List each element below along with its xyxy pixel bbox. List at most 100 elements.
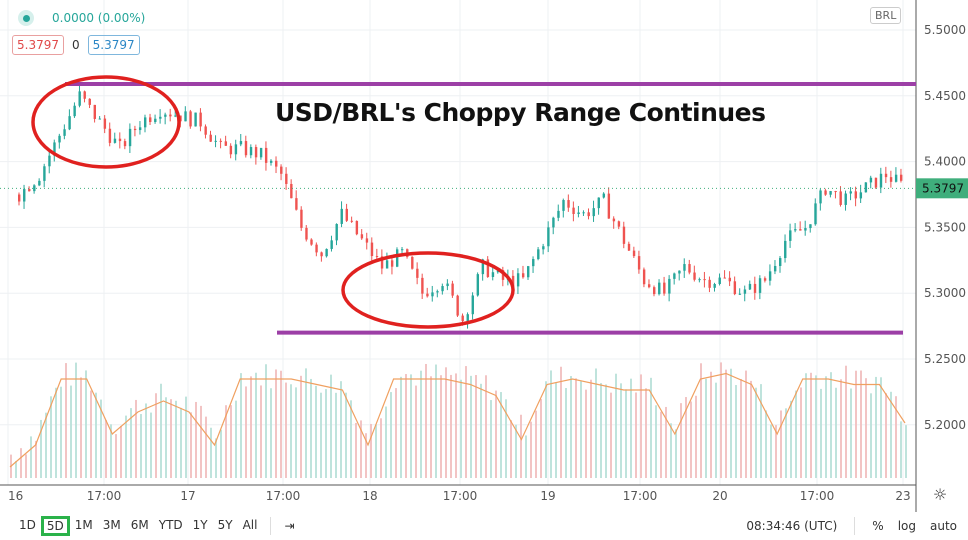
candle bbox=[516, 273, 520, 287]
candle bbox=[244, 141, 248, 156]
candle bbox=[748, 283, 752, 290]
volume-bar bbox=[855, 370, 857, 478]
volume-bar bbox=[60, 386, 62, 478]
volume-bar bbox=[490, 400, 492, 478]
volume-bar bbox=[650, 377, 652, 478]
range-1y[interactable]: 1Y bbox=[192, 518, 208, 532]
candle bbox=[718, 277, 721, 284]
x-tick-label: 20 bbox=[712, 489, 727, 503]
auto-button[interactable]: auto bbox=[929, 519, 957, 533]
price-chart[interactable]: 5.5000 5.4500 5.4000 5.3500 5.3000 5.2500 5.20… bbox=[0, 0, 968, 512]
highlight-circle-bottom bbox=[341, 251, 515, 329]
buy-price[interactable]: 5.3797 bbox=[87, 35, 140, 55]
candle bbox=[280, 166, 283, 174]
candle bbox=[481, 259, 485, 275]
range-1m[interactable]: 1M bbox=[74, 518, 93, 532]
settings-gear-icon[interactable]: ☼ bbox=[933, 485, 947, 504]
volume-bar bbox=[535, 410, 537, 478]
volume-bar bbox=[450, 374, 452, 478]
volume-bar bbox=[825, 376, 827, 478]
volume-bar bbox=[270, 388, 272, 478]
candle bbox=[335, 223, 338, 241]
volume-bar bbox=[210, 427, 212, 478]
candle bbox=[612, 218, 616, 222]
y-tick-label: 5.3000 bbox=[924, 286, 966, 300]
volume-bar bbox=[615, 373, 617, 478]
candle bbox=[416, 268, 419, 278]
range-1d[interactable]: 1D bbox=[19, 518, 36, 532]
volume-bar bbox=[170, 399, 172, 478]
candle bbox=[794, 229, 797, 231]
log-button[interactable]: log bbox=[897, 519, 916, 533]
percent-button[interactable]: % bbox=[872, 519, 884, 533]
candle bbox=[93, 104, 96, 119]
candle bbox=[844, 193, 847, 205]
volume-bar bbox=[110, 424, 112, 478]
candle bbox=[113, 138, 117, 143]
candle bbox=[401, 249, 404, 251]
volume-bar bbox=[795, 390, 797, 478]
candle bbox=[345, 208, 348, 221]
range-ytd[interactable]: YTD bbox=[158, 518, 183, 532]
range-3m[interactable]: 3M bbox=[102, 518, 121, 532]
candle bbox=[431, 292, 434, 297]
range-5d[interactable]: 5D bbox=[40, 516, 70, 536]
candle bbox=[138, 127, 142, 131]
volume-bar bbox=[220, 429, 222, 478]
candle bbox=[819, 190, 822, 204]
range-5y[interactable]: 5Y bbox=[217, 518, 233, 532]
candle bbox=[259, 147, 263, 158]
candle bbox=[542, 246, 545, 250]
sell-price[interactable]: 5.3797 bbox=[12, 35, 64, 55]
candle bbox=[98, 118, 102, 120]
currency-badge[interactable]: BRL bbox=[870, 7, 902, 24]
y-tick-label: 5.4000 bbox=[924, 155, 966, 169]
candle bbox=[889, 177, 893, 182]
volume-bar bbox=[290, 384, 292, 478]
volume-bar bbox=[330, 374, 332, 478]
goto-date-icon[interactable]: ⇥ bbox=[284, 519, 295, 533]
candle bbox=[78, 91, 81, 106]
x-tick-label: 16 bbox=[8, 489, 23, 503]
volume-bar bbox=[160, 383, 162, 478]
volume-bar bbox=[345, 392, 347, 478]
volume-bar bbox=[105, 420, 107, 478]
volume-bar bbox=[285, 382, 287, 478]
x-tick-label: 17:00 bbox=[266, 489, 301, 503]
candle bbox=[511, 275, 515, 287]
volume-bar bbox=[350, 400, 352, 478]
candle bbox=[68, 116, 71, 130]
candle bbox=[18, 194, 21, 202]
volume-bar bbox=[530, 421, 532, 478]
volume-bar bbox=[850, 388, 852, 478]
volume-bar bbox=[645, 388, 647, 478]
candle bbox=[763, 278, 767, 281]
candle bbox=[789, 230, 792, 241]
candle bbox=[627, 243, 631, 251]
range-6m[interactable]: 6M bbox=[130, 518, 149, 532]
volume-bar bbox=[565, 388, 567, 478]
x-tick-label: 17:00 bbox=[623, 489, 658, 503]
candle bbox=[723, 277, 726, 279]
candle bbox=[73, 105, 76, 117]
candle bbox=[360, 234, 364, 239]
y-tick-label: 5.2500 bbox=[924, 352, 966, 366]
candle bbox=[602, 193, 606, 198]
candle bbox=[537, 249, 540, 260]
candle bbox=[395, 249, 399, 267]
candle bbox=[355, 220, 359, 235]
candle bbox=[390, 260, 394, 267]
volume-bar bbox=[200, 405, 202, 478]
candle bbox=[38, 180, 41, 186]
volume-bar bbox=[820, 388, 822, 478]
candle bbox=[768, 271, 772, 281]
candle bbox=[239, 141, 243, 145]
volume-bar bbox=[495, 390, 497, 478]
candle bbox=[799, 229, 802, 231]
candle bbox=[829, 191, 832, 195]
candle bbox=[43, 166, 46, 181]
range-all[interactable]: All bbox=[242, 518, 258, 532]
spread: 0 bbox=[72, 38, 80, 52]
volume-bar bbox=[465, 366, 467, 478]
candle bbox=[53, 142, 56, 156]
